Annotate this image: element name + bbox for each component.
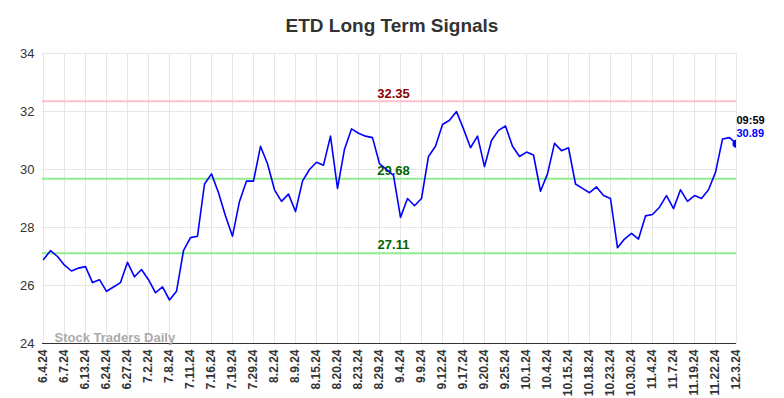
svg-text:10.30.24: 10.30.24 <box>624 349 638 396</box>
svg-text:28: 28 <box>20 220 34 235</box>
svg-text:10.1.24: 10.1.24 <box>519 349 533 389</box>
svg-text:24: 24 <box>20 336 34 351</box>
svg-text:8.9.24: 8.9.24 <box>288 349 302 383</box>
html-text:ETD Long Term Signals: ETD Long Term Signals <box>285 15 499 36</box>
svg-text:9.9.24: 9.9.24 <box>414 349 428 383</box>
svg-text:8.15.24: 8.15.24 <box>309 349 323 389</box>
svg-text:6.24.24: 6.24.24 <box>99 349 113 389</box>
svg-text:34: 34 <box>20 46 34 61</box>
svg-text:10.4.24: 10.4.24 <box>540 349 554 389</box>
svg-text:6.4.24: 6.4.24 <box>36 349 50 383</box>
svg-text:26: 26 <box>20 278 34 293</box>
svg-text:32.35: 32.35 <box>377 86 410 101</box>
svg-text:30: 30 <box>20 162 34 177</box>
svg-text:6.13.24: 6.13.24 <box>78 349 92 389</box>
svg-text:7.2.24: 7.2.24 <box>141 349 155 383</box>
svg-text:7.8.24: 7.8.24 <box>162 349 176 383</box>
svg-text:27.11: 27.11 <box>378 237 410 252</box>
svg-text:10.18.24: 10.18.24 <box>582 349 596 396</box>
svg-text:11.19.24: 11.19.24 <box>687 349 701 395</box>
svg-text:9.12.24: 9.12.24 <box>435 349 449 389</box>
svg-text:10.23.24: 10.23.24 <box>603 349 617 396</box>
svg-text:7.16.24: 7.16.24 <box>204 349 218 389</box>
svg-text:11.4.24: 11.4.24 <box>645 349 659 389</box>
svg-text:29.68: 29.68 <box>377 162 410 178</box>
svg-text:8.20.24: 8.20.24 <box>330 349 344 389</box>
svg-text:11.7.24: 11.7.24 <box>666 349 680 389</box>
svg-text:12.3.24: 12.3.24 <box>729 349 743 389</box>
svg-text:8.2.24: 8.2.24 <box>267 349 281 383</box>
svg-text:6.27.24: 6.27.24 <box>120 349 134 389</box>
svg-text:30.89: 30.89 <box>737 127 765 139</box>
svg-text:7.29.24: 7.29.24 <box>246 349 260 389</box>
svg-text:09:59: 09:59 <box>737 114 765 126</box>
svg-text:Stock Traders Daily: Stock Traders Daily <box>55 330 176 345</box>
svg-text:9.4.24: 9.4.24 <box>393 349 407 383</box>
svg-text:8.29.24: 8.29.24 <box>372 349 386 389</box>
svg-text:11.22.24: 11.22.24 <box>708 349 722 395</box>
svg-text:6.7.24: 6.7.24 <box>57 349 71 383</box>
svg-text:9.25.24: 9.25.24 <box>498 349 512 389</box>
svg-text:8.23.24: 8.23.24 <box>351 349 365 389</box>
svg-text:7.19.24: 7.19.24 <box>225 349 239 389</box>
svg-text:9.20.24: 9.20.24 <box>477 349 491 389</box>
svg-text:7.11.24: 7.11.24 <box>183 349 197 389</box>
svg-text:9.17.24: 9.17.24 <box>456 349 470 389</box>
svg-text:32: 32 <box>20 104 34 119</box>
svg-text:10.15.24: 10.15.24 <box>561 349 575 396</box>
